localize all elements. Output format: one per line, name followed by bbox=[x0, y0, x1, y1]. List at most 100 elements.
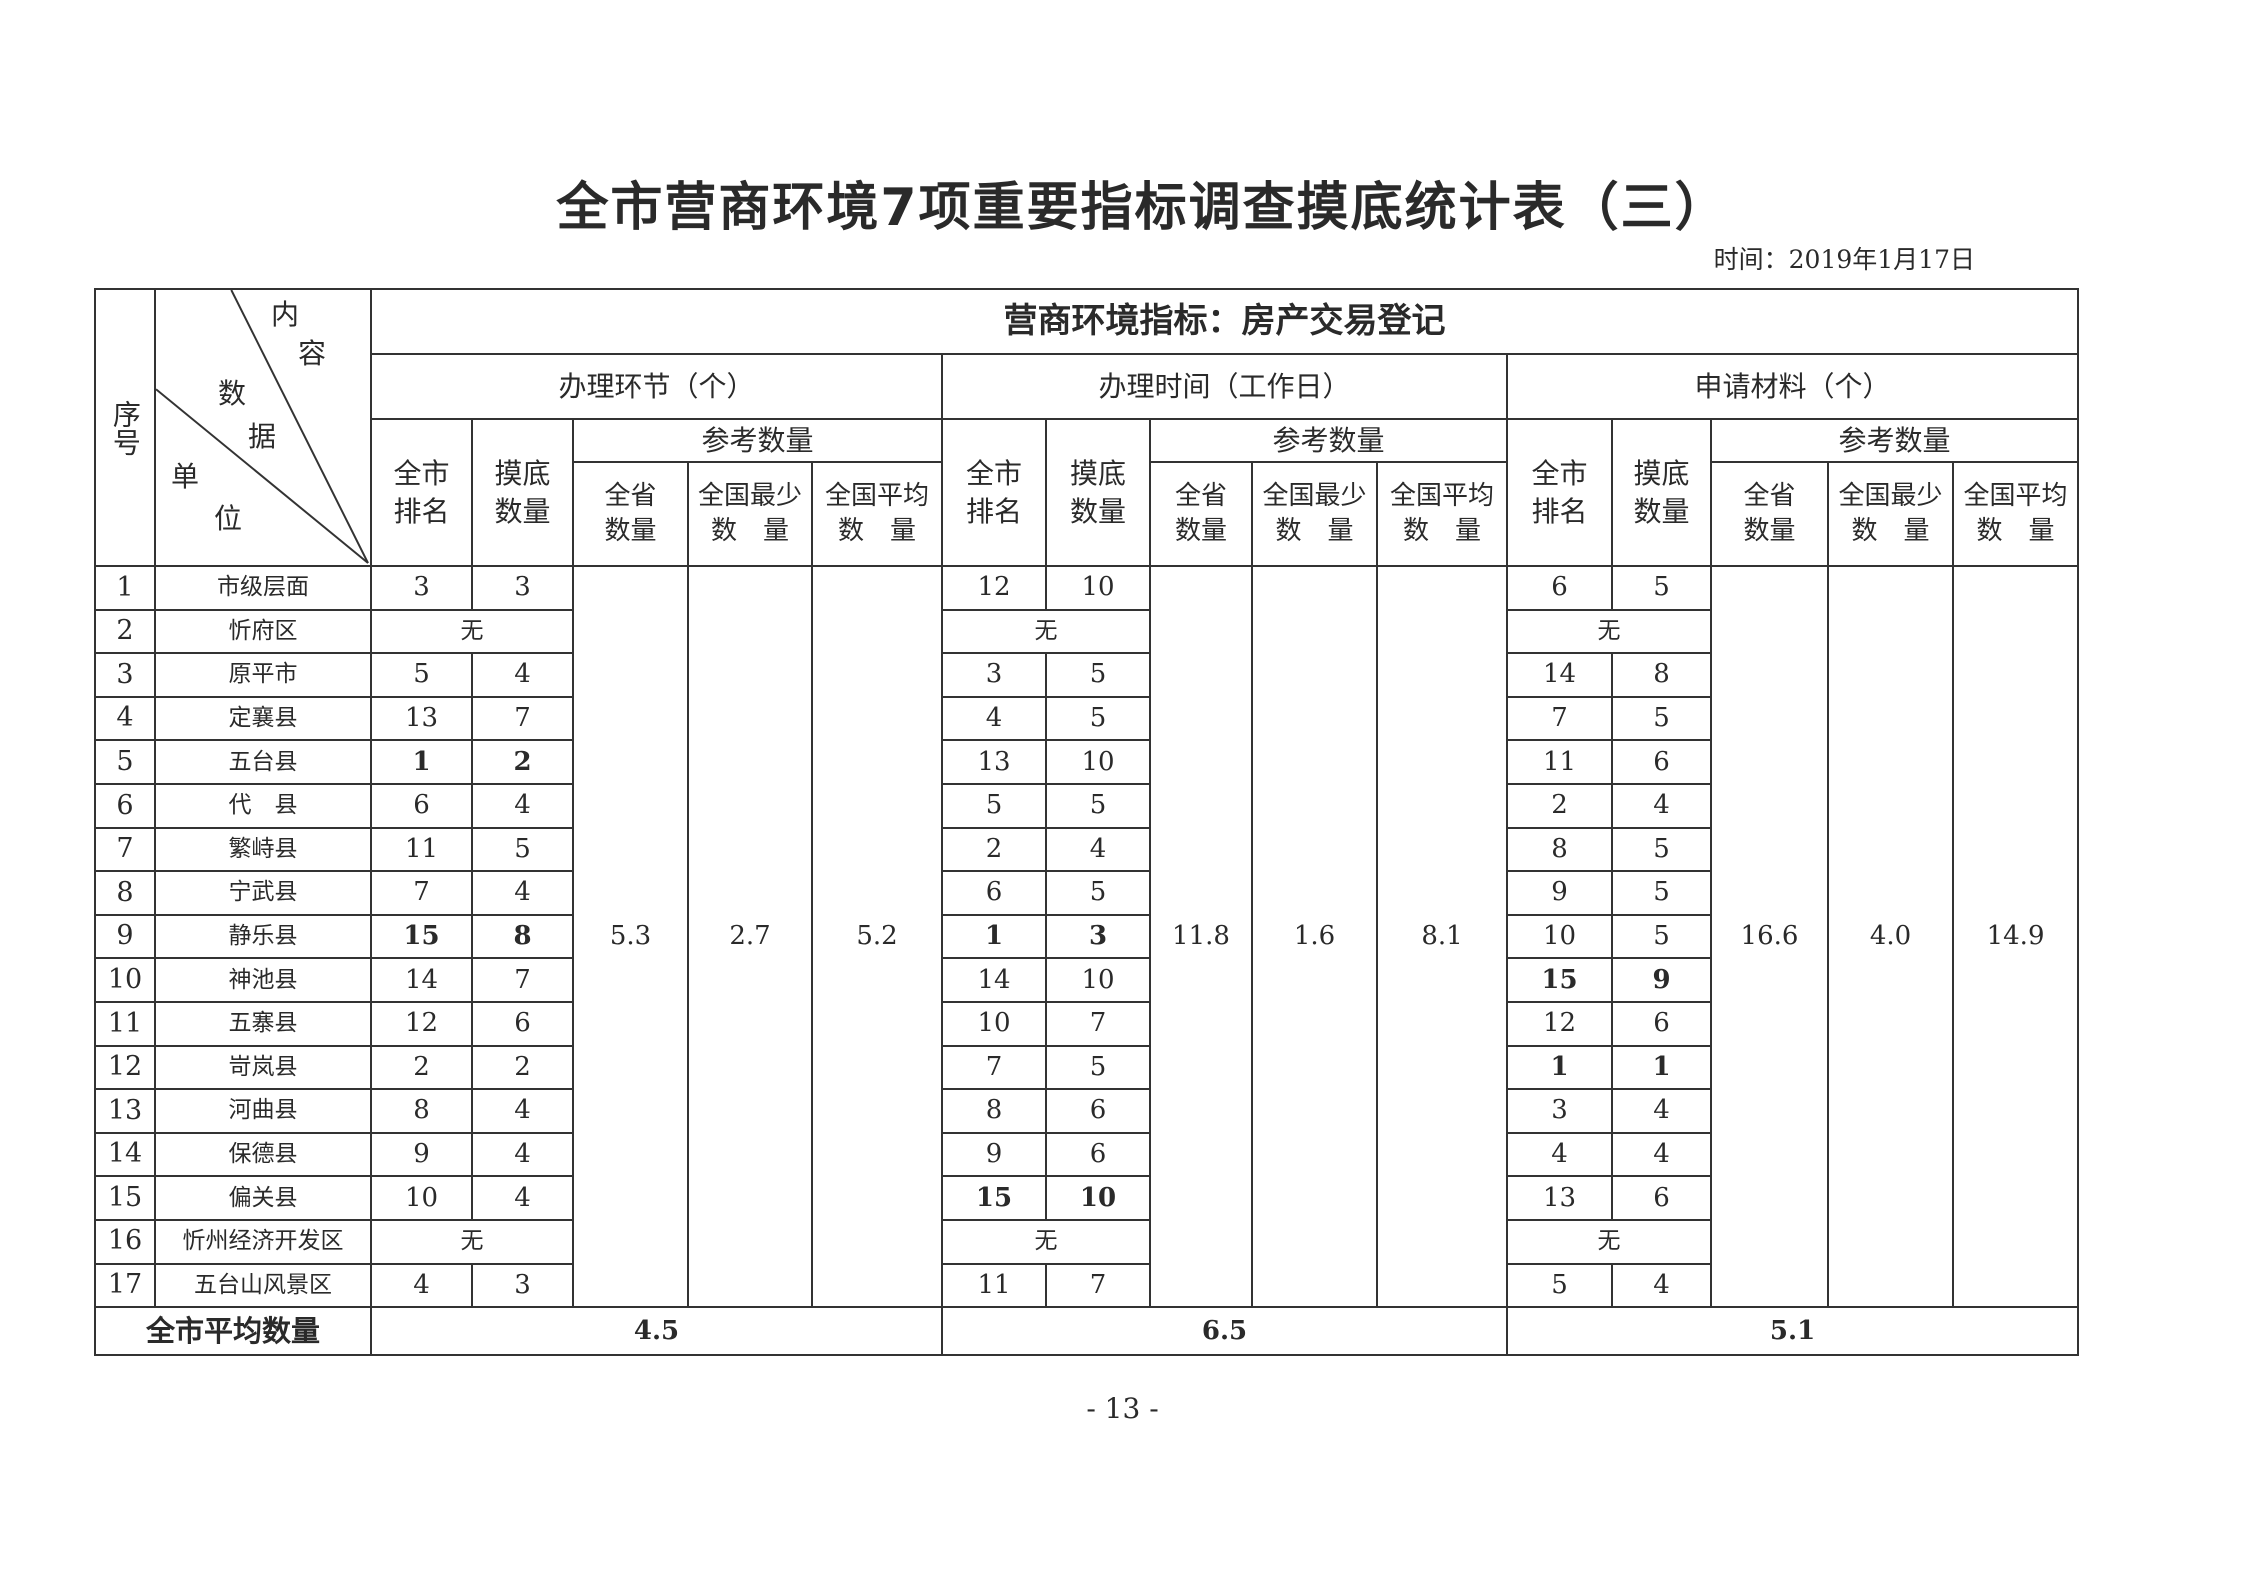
row-rank: 10 bbox=[941, 1000, 1047, 1047]
row-unit: 静乐县 bbox=[154, 913, 372, 960]
row-rank: 1 bbox=[941, 913, 1047, 960]
row-count: 4 bbox=[1045, 826, 1151, 873]
row-rank: 12 bbox=[370, 1000, 473, 1047]
diag-data-2: 据 bbox=[248, 420, 277, 453]
row-rank: 11 bbox=[370, 826, 473, 873]
row-count: 10 bbox=[1045, 565, 1151, 611]
row-count: 9 bbox=[1611, 957, 1712, 1003]
row-count: 5 bbox=[1045, 870, 1151, 916]
average-value: 4.5 bbox=[370, 1306, 943, 1357]
statistics-table: 序号 内 容 数 据 单 位 营商环境指标：房产交易登记 办理环节（个） 办理时间… bbox=[94, 288, 2080, 1357]
row-count: 10 bbox=[1045, 1175, 1151, 1221]
table-row: 14 保德县 9 4 9 6 4 4 bbox=[94, 1131, 2078, 1178]
row-seq: 8 bbox=[94, 870, 156, 916]
row-unit: 繁峙县 bbox=[154, 826, 372, 873]
row-count: 8 bbox=[471, 913, 574, 960]
row-rank: 6 bbox=[1506, 565, 1613, 611]
row-seq: 11 bbox=[94, 1000, 156, 1047]
header-reference: 参考数量 bbox=[1709, 418, 2080, 463]
row-rank: 11 bbox=[941, 1262, 1047, 1309]
row-seq: 5 bbox=[94, 739, 156, 785]
row-count: 5 bbox=[1611, 695, 1712, 742]
table-row: 16 忻州经济开发区无无无 bbox=[94, 1218, 2078, 1265]
row-seq: 16 bbox=[94, 1218, 156, 1265]
row-rank: 2 bbox=[1506, 782, 1613, 829]
row-count: 4 bbox=[1611, 1262, 1712, 1309]
header-ref-col: 全国最少数 量 bbox=[1827, 461, 1954, 567]
row-count: 6 bbox=[471, 1000, 574, 1047]
row-count: 3 bbox=[471, 1262, 574, 1309]
table-row: 2 忻府区无无无 bbox=[94, 608, 2078, 655]
row-count: 4 bbox=[471, 1175, 574, 1221]
header-count: 摸底数量 bbox=[471, 418, 574, 567]
row-count: 10 bbox=[1045, 957, 1151, 1003]
row-count: 7 bbox=[1045, 1262, 1151, 1309]
average-label: 全市平均数量 bbox=[94, 1306, 372, 1357]
row-rank: 6 bbox=[941, 870, 1047, 916]
header-ref-col: 全省数量 bbox=[572, 461, 689, 567]
row-seq: 2 bbox=[94, 608, 156, 655]
header-seq: 序号 bbox=[94, 288, 156, 567]
row-rank: 2 bbox=[941, 826, 1047, 873]
table-row: 15 偏关县 10 4 15 10 13 6 bbox=[94, 1175, 2078, 1221]
row-rank: 5 bbox=[370, 652, 473, 698]
table-row: 8 宁武县 7 4 6 5 9 5 bbox=[94, 870, 2078, 916]
table-row: 13 河曲县 8 4 8 6 3 4 bbox=[94, 1088, 2078, 1134]
row-rank: 8 bbox=[1506, 826, 1613, 873]
reference-value: 5.2 bbox=[811, 564, 943, 1309]
row-rank: 10 bbox=[370, 1175, 473, 1221]
table-row: 1 市级层面 3 3 5.3 2.7 5.2 12 10 11.8 1.6 8.1 6 5 16.6 4.0 1… bbox=[94, 564, 2080, 1309]
header-reference: 参考数量 bbox=[572, 418, 943, 463]
survey-date: 时间：2019年1月17日 bbox=[1713, 245, 1975, 274]
table-row: 3 原平市 5 4 3 5 14 8 bbox=[94, 652, 2078, 698]
table-row: 10 神池县 14 7 14 10 15 9 bbox=[94, 957, 2078, 1003]
row-seq: 15 bbox=[94, 1175, 156, 1221]
row-count: 10 bbox=[1045, 739, 1151, 785]
row-rank: 14 bbox=[941, 957, 1047, 1003]
diagonal-lines bbox=[156, 290, 369, 564]
row-rank: 4 bbox=[370, 1262, 473, 1309]
row-unit: 河曲县 bbox=[154, 1088, 372, 1134]
row-count: 5 bbox=[1045, 782, 1151, 829]
row-seq: 10 bbox=[94, 957, 156, 1003]
row-rank: 4 bbox=[941, 695, 1047, 742]
reference-value: 2.7 bbox=[687, 564, 813, 1309]
group-header: 办理时间（工作日） bbox=[941, 353, 1508, 420]
row-count: 6 bbox=[1611, 1175, 1712, 1221]
row-unit: 偏关县 bbox=[154, 1175, 372, 1221]
average-value: 6.5 bbox=[941, 1306, 1508, 1357]
row-seq: 17 bbox=[94, 1262, 156, 1309]
row-rank: 5 bbox=[1506, 1262, 1613, 1309]
average-value: 5.1 bbox=[1505, 1306, 2080, 1357]
row-none: 无 bbox=[941, 1218, 1151, 1265]
row-rank: 12 bbox=[1506, 1000, 1613, 1047]
table-row: 7 繁峙县 11 5 2 4 8 5 bbox=[94, 826, 2078, 873]
row-seq: 1 bbox=[94, 565, 156, 611]
row-count: 5 bbox=[1611, 565, 1712, 611]
row-rank: 15 bbox=[370, 913, 473, 960]
row-count: 3 bbox=[471, 565, 574, 611]
row-rank: 5 bbox=[941, 782, 1047, 829]
header-count: 摸底数量 bbox=[1611, 418, 1712, 567]
row-rank: 6 bbox=[370, 782, 473, 829]
header-ref-col: 全国平均数 量 bbox=[811, 461, 943, 567]
row-count: 7 bbox=[471, 957, 574, 1003]
diag-content-2: 容 bbox=[298, 337, 327, 370]
row-count: 6 bbox=[1045, 1088, 1151, 1134]
row-rank: 15 bbox=[941, 1175, 1047, 1221]
header-count: 摸底数量 bbox=[1045, 418, 1151, 567]
row-seq: 13 bbox=[94, 1088, 156, 1134]
table-row: 5 五台县 1 2 13 10 11 6 bbox=[94, 739, 2078, 785]
row-unit: 代 县 bbox=[154, 782, 372, 829]
row-count: 5 bbox=[1611, 826, 1712, 873]
row-unit: 五寨县 bbox=[154, 1000, 372, 1047]
row-rank: 2 bbox=[370, 1044, 473, 1091]
row-seq: 9 bbox=[94, 913, 156, 960]
row-seq: 12 bbox=[94, 1044, 156, 1091]
diag-data-1: 数 bbox=[218, 377, 247, 410]
row-rank: 9 bbox=[941, 1131, 1047, 1178]
table-row: 4 定襄县 13 7 4 5 7 5 bbox=[94, 695, 2078, 742]
average-row: 全市平均数量 4.5 6.5 5.1 bbox=[94, 1306, 2080, 1357]
row-seq: 6 bbox=[94, 782, 156, 829]
row-none: 无 bbox=[1506, 1218, 1712, 1265]
